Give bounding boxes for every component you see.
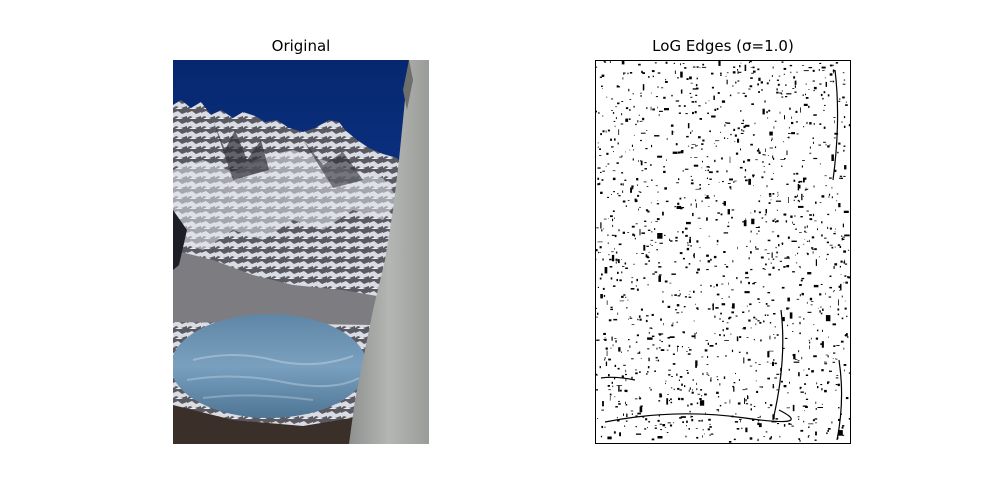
foreground-shore (173, 405, 363, 444)
mountain-lake-photo (173, 60, 429, 444)
edge-map (595, 60, 851, 443)
log-edges-image (595, 60, 851, 444)
log-edges-title: LoG Edges (σ=1.0) (652, 37, 794, 55)
original-image-title: Original (271, 37, 331, 55)
granite-cliff (349, 60, 429, 444)
frozen-lake (173, 314, 367, 418)
scree-slope (173, 250, 393, 325)
original-image (173, 60, 429, 444)
dark-rock-outcrop (173, 210, 187, 270)
